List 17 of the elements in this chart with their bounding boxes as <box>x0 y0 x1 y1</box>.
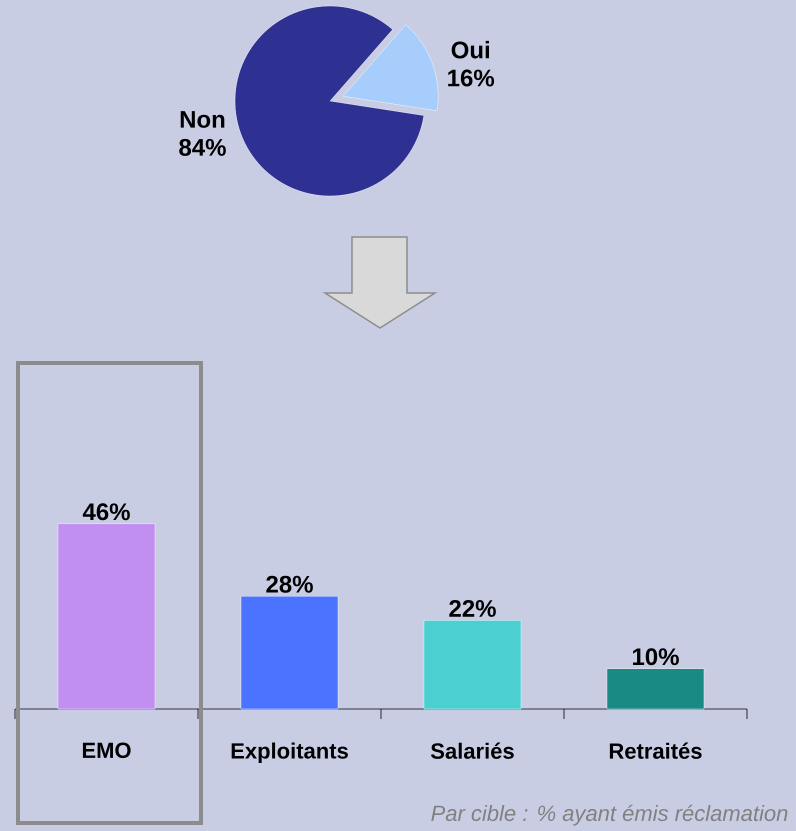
bar <box>240 596 338 710</box>
slice-label: Oui <box>452 40 489 59</box>
data-label: 28% <box>266 576 313 593</box>
bar <box>606 668 704 710</box>
data-label: 84% <box>179 138 226 156</box>
data-label: 46% <box>82 503 130 520</box>
data-label: 10% <box>632 648 679 666</box>
data-label: 16% <box>448 70 494 87</box>
bar <box>424 620 522 710</box>
x-tick-label: Exploitants <box>232 742 348 764</box>
slice-label: Non <box>180 111 224 128</box>
text: Par cible : % ayant émis réclamation <box>431 804 788 826</box>
data-label: 22% <box>449 600 496 617</box>
x-tick-label: Salariés <box>430 742 514 759</box>
x-tick-label: EMO <box>82 742 131 758</box>
x-tick-label: Retraités <box>610 742 702 759</box>
bar <box>58 524 156 710</box>
